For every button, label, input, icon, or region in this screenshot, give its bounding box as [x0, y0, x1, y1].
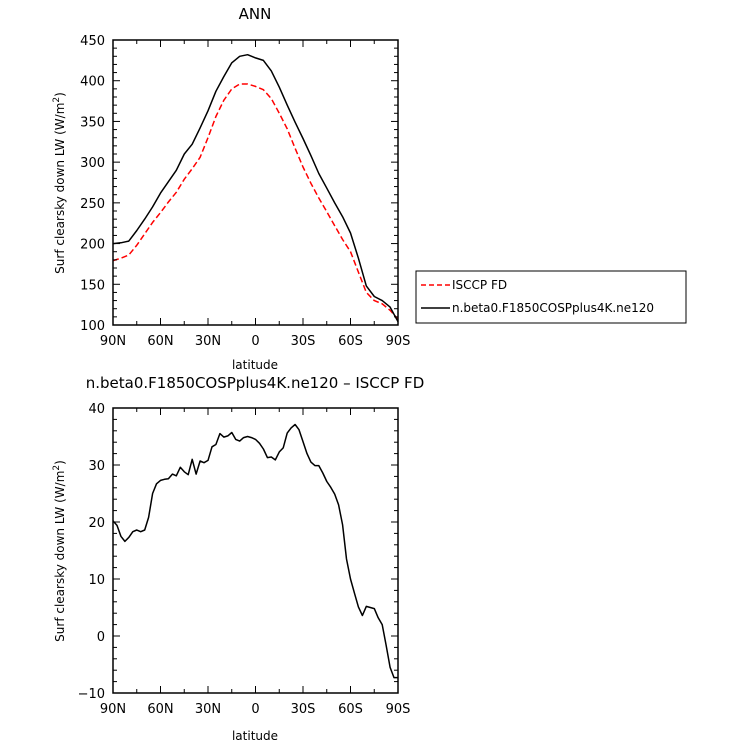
p1-x-tick-label: 0	[251, 702, 259, 717]
legend-box	[415, 270, 687, 324]
p0-x-tick-label: 30N	[195, 334, 221, 349]
p1-y-tick-label: 10	[88, 573, 105, 588]
p0-y-tick-label: 250	[80, 197, 105, 212]
legend-label-model: n.beta0.F1850COSPplus4K.ne120	[452, 301, 654, 315]
p0-y-tick-label: 350	[80, 115, 105, 130]
p0-x-tick-label: 30S	[291, 334, 316, 349]
p1-y-tick-label: 0	[97, 630, 105, 645]
bottom-y-axis-label: Surf clearsky down LW (W/m2)	[52, 460, 67, 642]
p0-x-tick-label: 90S	[386, 334, 411, 349]
p0-x-tick-label: 60N	[147, 334, 173, 349]
p1-x-tick-label: 30N	[195, 702, 221, 717]
legend: ISCCP FD n.beta0.F1850COSPplus4K.ne120	[415, 270, 687, 324]
top-panel: ANN 90N 60N 30N 0 30S 60S 90S 100 150 200 250 300 35…	[52, 5, 687, 372]
p1-y-tick-label: 30	[88, 459, 105, 474]
p1-x-tick-label: 30S	[291, 702, 316, 717]
bottom-panel: n.beta0.F1850COSPplus4K.ne120 – ISCCP FD…	[52, 374, 424, 743]
p0-y-tick-label: 100	[80, 319, 105, 334]
p0-y-tick-label: 300	[80, 156, 105, 171]
top-y-axis-label: Surf clearsky down LW (W/m2)	[52, 92, 67, 274]
legend-label-isccp: ISCCP FD	[452, 278, 507, 292]
top-series-group	[112, 53, 399, 323]
bottom-series-group	[112, 423, 398, 679]
top-ticks-group: 90N 60N 30N 0 30S 60S 90S 100 150 200 250 300 350 400…	[80, 34, 410, 349]
bottom-ticks-group: 90N 60N 30N 0 30S 60S 90S −10 0 10 20 30 40	[78, 402, 411, 717]
p1-y-tick-label: −10	[78, 687, 105, 702]
p1-x-tick-label: 90N	[100, 702, 126, 717]
p1-series-line-0	[112, 423, 398, 679]
p0-series-line-0	[112, 83, 399, 320]
p1-x-tick-label: 60N	[147, 702, 173, 717]
top-x-axis-label: latitude	[232, 358, 278, 372]
top-chart-title: ANN	[239, 5, 272, 23]
p0-y-tick-label: 400	[80, 75, 105, 90]
p1-x-tick-label: 90S	[386, 702, 411, 717]
p1-x-tick-label: 60S	[338, 702, 363, 717]
top-plot-frame	[112, 39, 399, 326]
p1-y-tick-label: 20	[88, 516, 105, 531]
p0-series-line-1	[112, 53, 399, 323]
bottom-chart-title: n.beta0.F1850COSPplus4K.ne120 – ISCCP FD	[86, 374, 425, 392]
p0-x-tick-label: 0	[251, 334, 259, 349]
bottom-plot-frame	[112, 407, 399, 694]
p0-y-tick-label: 150	[80, 278, 105, 293]
p0-x-tick-label: 60S	[338, 334, 363, 349]
p0-y-tick-label: 200	[80, 238, 105, 253]
p0-x-tick-label: 90N	[100, 334, 126, 349]
bottom-x-axis-label: latitude	[232, 729, 278, 743]
p1-y-tick-label: 40	[88, 402, 105, 417]
p0-y-tick-label: 450	[80, 34, 105, 49]
